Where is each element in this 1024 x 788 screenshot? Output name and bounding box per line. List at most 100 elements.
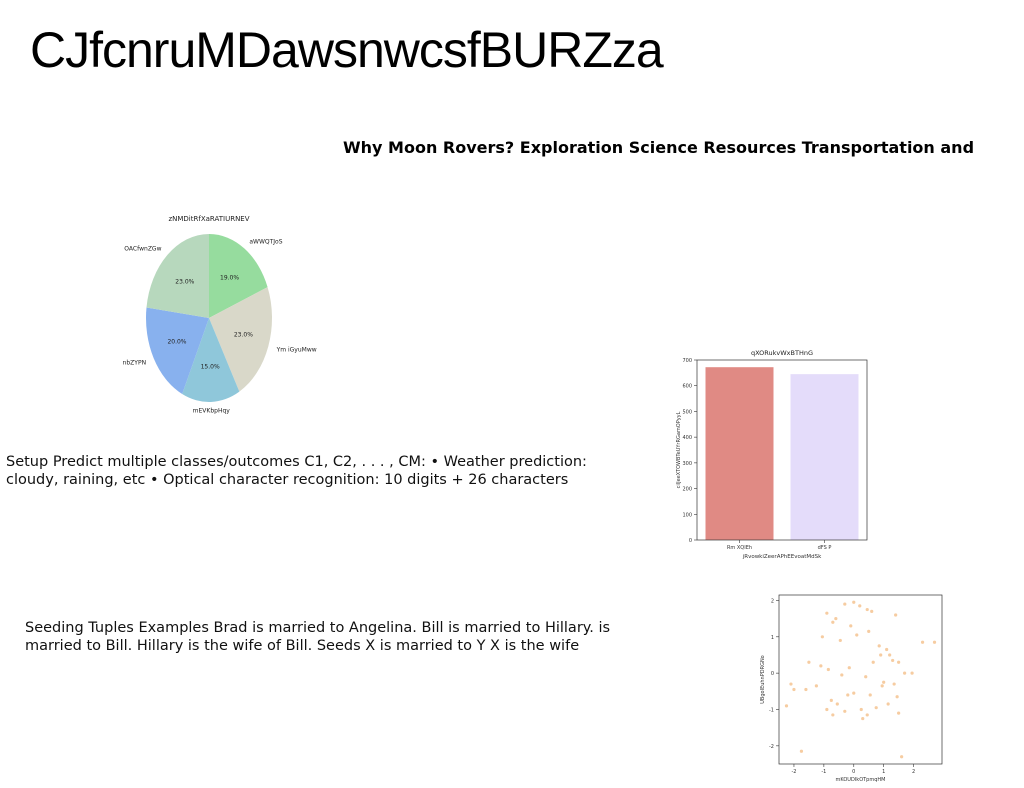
scatter-point	[831, 713, 835, 717]
bar-chart: qXORukvWxBTHnG 0 100 200 300 400 500 600 700 Rm X…	[676, 349, 868, 560]
scatter-point	[885, 647, 889, 652]
scatter-y-tick-label: 0	[771, 671, 774, 677]
scatter-point	[877, 644, 881, 648]
bar-x-tick-label: dFS P	[818, 545, 832, 551]
scatter-point	[849, 624, 853, 628]
scatter-point	[888, 653, 892, 657]
bar-y-tick-label: 600	[682, 384, 692, 390]
scatter-point	[910, 671, 914, 675]
scatter-point	[932, 640, 937, 644]
scatter-point	[840, 673, 844, 677]
scatter-point	[895, 695, 899, 699]
scatter-x-tick-label: 2	[912, 769, 915, 775]
scatter-point	[861, 716, 865, 721]
bar-y-tick-label: 400	[682, 435, 692, 441]
scatter-point	[859, 707, 863, 712]
scatter-point	[880, 684, 884, 688]
scatter-x-tick-label: -1	[821, 769, 826, 775]
paragraph-setup: Setup Predict multiple classes/outcomes …	[6, 454, 587, 488]
bar-y-tick-label: 200	[682, 487, 692, 493]
scatter-point	[799, 749, 804, 753]
scatter-point	[846, 693, 850, 697]
scatter-point	[870, 609, 874, 613]
scatter-point	[829, 698, 833, 702]
bar-x-axis-label: jRvowkiZeerAPhEEvoatMdSk	[742, 554, 822, 560]
bar-y-axis-label: cilJeeXTOWBTeUYrRGamOPyyL	[676, 411, 682, 488]
scatter-point	[789, 682, 793, 686]
pie-value-label: 23.0%	[234, 332, 253, 339]
bar-y-tick-label: 300	[682, 461, 692, 467]
scatter-point	[826, 667, 830, 672]
scatter-y-tick-label: -1	[769, 707, 774, 713]
scatter-x-tick-label: 0	[852, 769, 855, 775]
scatter-point	[900, 755, 904, 759]
bar-y-tick-label: 0	[689, 538, 692, 544]
scatter-point	[871, 660, 875, 664]
scatter-point	[838, 638, 842, 643]
scatter-point	[867, 629, 871, 633]
scatter-point	[835, 702, 839, 706]
scatter-point	[897, 711, 901, 715]
slide-headline: Why Moon Rovers? Exploration Science Res…	[343, 138, 975, 157]
scatter-point	[865, 607, 869, 612]
scatter-x-axis-label: mKOUDIkOTpmqHM	[836, 777, 886, 783]
paragraph-seeding-tuples: Seeding Tuples Examples Brad is married …	[25, 620, 611, 654]
scatter-point	[831, 620, 835, 624]
bar	[705, 367, 774, 540]
pie-slice	[146, 307, 209, 395]
pie-value-label: 15.0%	[201, 364, 220, 371]
scatter-point	[879, 653, 883, 657]
scatter-point	[897, 660, 901, 664]
scatter-point	[834, 617, 838, 621]
scatter-y-tick-label: -2	[769, 744, 774, 750]
bar	[790, 374, 859, 540]
scatter-point	[891, 658, 895, 663]
scatter-point	[852, 691, 856, 695]
pie-slice	[209, 234, 268, 318]
scatter-point	[858, 604, 862, 608]
scatter-point	[903, 671, 907, 675]
scatter-plot-frame	[778, 594, 943, 765]
scatter-point	[868, 693, 872, 697]
pie-slice	[146, 234, 209, 318]
pie-chart: zNMDitRfXaRATIURNEV 19.0% aWWQTJoS 23.0% Ym …	[123, 215, 317, 414]
scatter-point	[820, 635, 824, 639]
scatter-point	[804, 687, 808, 692]
scatter-point	[864, 675, 868, 679]
scatter-y-axis-label: UBgoIEuhnPDRGNo	[760, 655, 766, 703]
bar-y-tick-label: 500	[682, 409, 692, 415]
scatter-point	[807, 660, 811, 664]
scatter-point	[825, 707, 829, 712]
scatter-point	[825, 611, 829, 615]
scatter-point	[819, 664, 823, 668]
scatter-point	[920, 640, 925, 644]
scatter-y-tick-label: 1	[771, 635, 774, 641]
scatter-point	[852, 600, 856, 604]
scatter-point	[784, 704, 789, 708]
pie-category-label: aWWQTJoS	[249, 239, 282, 246]
bar-y-tick-label: 700	[682, 358, 692, 364]
scatter-x-tick-label: -2	[791, 769, 796, 775]
scatter-point	[843, 602, 847, 606]
scatter-point	[792, 687, 796, 692]
scatter-point	[882, 680, 886, 684]
bar-x-tick-label: Rm XQIEh	[727, 545, 752, 551]
scatter-point	[892, 682, 896, 686]
scatter-point	[865, 713, 869, 717]
scatter-point	[843, 709, 847, 713]
bar-y-tick-label: 100	[682, 512, 692, 518]
pie-value-label: 20.0%	[167, 338, 186, 345]
bar-title: qXORukvWxBTHnG	[751, 349, 813, 357]
scatter-point	[894, 613, 898, 617]
scatter-y-tick-label: 2	[771, 598, 774, 604]
pie-category-label: Ym iGyuMww	[276, 346, 317, 353]
scatter-point	[847, 666, 851, 670]
pie-category-label: mEVKbpHqy	[193, 407, 231, 414]
pie-value-label: 23.0%	[175, 278, 194, 285]
pie-value-label: 19.0%	[220, 275, 239, 282]
pie-category-label: nbZYPN	[123, 360, 147, 367]
scatter-point	[886, 702, 890, 706]
page-title: CJfcnruMDawsnwcsfBURZza	[30, 22, 664, 78]
pie-title: zNMDitRfXaRATIURNEV	[168, 215, 249, 223]
pie-slice	[209, 287, 272, 392]
